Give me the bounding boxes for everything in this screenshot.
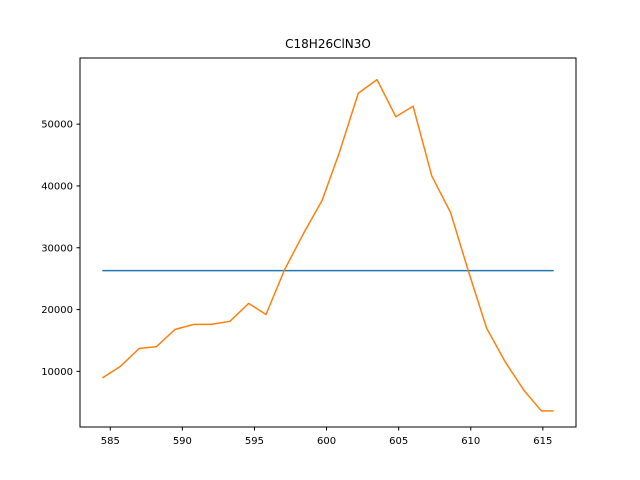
x-tick-label: 615: [533, 436, 552, 447]
x-tick-label: 605: [389, 436, 408, 447]
y-tick-label: 40000: [41, 181, 73, 192]
x-tick-label: 595: [245, 436, 264, 447]
y-tick-label: 30000: [41, 243, 73, 254]
x-tick-label: 600: [317, 436, 336, 447]
y-tick-label: 10000: [41, 367, 73, 378]
y-tick-label: 20000: [41, 305, 73, 316]
series-line-2: [102, 78, 554, 412]
x-tick-label: 610: [461, 436, 480, 447]
plot-frame: [79, 57, 577, 428]
plot-area: 585 590 595 600 605 610 615 10000 20000 30000 4000…: [41, 78, 554, 447]
y-tick-label: 50000: [41, 120, 73, 131]
chart-title: C18H26ClN3O: [285, 37, 371, 51]
x-tick-label: 585: [101, 436, 120, 447]
x-tick-label: 590: [173, 436, 192, 447]
